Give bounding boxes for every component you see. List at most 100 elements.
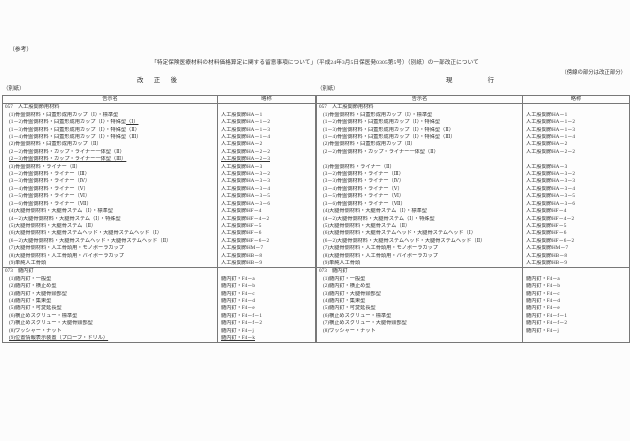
item-name: (1)髄内釘・一般型 [3,275,218,284]
revision-note: （傍線の部分は改正部分） [561,70,626,76]
item-name: (5)髄内釘・可変延長型 [3,305,218,313]
table-row: (9)位置情報表示装置（プローブ・ドリル） 髄内釘・F4－k [3,335,315,343]
item-abbr: 人工股関節HA－3－5 [526,193,575,200]
item-abbr: 人工股関節HA－2－2 [221,148,270,155]
item-name: (3－5)骨盤側材料・ライナー（Ⅵ） [317,193,523,201]
table-row: (4)髄内釘・集束型 髄内釘・F4－d [317,297,629,306]
table-row: (5)髄内釘・可変延長型 髄内釘・F4－e [317,305,629,313]
table-row: (3)髄内釘・大腿骨頸部型 髄内釘・F4－c [317,290,629,298]
item-name: (4)髄内釘・集束型 [3,297,218,306]
table-row: (4－2)大腿骨側材料・大腿骨ステム（Ⅰ）・特殊型 人工股関節HF－4－2 [317,215,629,223]
item-name: (4－2)大腿骨側材料・大腿骨ステム（Ⅰ）・特殊型 [317,215,523,223]
table-header-row: 告示名 略称 [317,96,629,105]
item-name: (6－2)大腿骨側材料・大腿骨ステムヘッド・大腿骨ステムヘッド（Ⅱ） [317,237,523,246]
item-abbr: 人工股関節HF－6 [221,230,262,237]
item-name: (2－2)骨盤側材料・カップ・ライナー一体型（Ⅱ） [317,148,523,157]
section-abbr-cell [218,268,315,275]
table-row: (8)大腿骨側材料・人工骨頭用・バイポーラカップ 人工股関節HB－8 [3,252,315,260]
item-name: (1－4)骨盤側材料・臼蓋形成用カップ（Ⅰ）・特殊型（Ⅲ） [3,134,218,142]
item-abbr [523,156,629,163]
item-abbr: 人工股関節HF－4－2 [526,215,575,222]
item-name: (2)骨盤側材料・臼蓋形成用カップ（Ⅱ） [317,141,523,149]
item-name: (3)髄内釘・大腿骨頸部型 [3,290,218,298]
table-row: (6－2)大腿骨側材料・大腿骨ステムヘッド・大腿骨ステムヘッド（Ⅱ） 人工股関節H… [317,237,629,246]
table-row: (9)単純人工骨頭 人工股関節HB－9 [317,259,629,268]
item-name: (3－3)骨盤側材料・ライナー（Ⅳ） [317,178,523,186]
attachment-label-left: （別紙） [3,86,25,92]
item-name: (9)単純人工骨頭 [317,259,523,268]
table-row: (3－3)骨盤側材料・ライナー（Ⅳ） 人工股関節HA－3－3 [317,178,629,186]
table-row: (3－4)骨盤側材料・ライナー（Ⅴ） 人工股関節HA－3－4 [317,185,629,194]
item-name: (1－3)骨盤側材料・臼蓋形成用カップ（Ⅰ）・特殊型（Ⅱ） [317,126,523,135]
item-abbr: 人工股関節HF－6 [526,230,567,237]
heading-current: 現 行 [446,77,498,84]
item-name: (2－3)骨盤側材料・カップ・ライナー一体型（Ⅲ） [3,156,218,164]
table-row: (7)横止めスクリュー・大腿骨頸部型 髄内釘・F4－f－2 [317,320,629,328]
table-row: (2)髄内釘・横止め型 髄内釘・F4－b [3,283,315,291]
item-name: (3－3)骨盤側材料・ライナー（Ⅳ） [3,178,218,186]
table-row: (1－3)骨盤側材料・臼蓋形成用カップ（Ⅰ）・特殊型（Ⅱ） 人工股関節HA－1－3 [3,126,315,135]
item-name: (8)大腿骨側材料・人工骨頭用・バイポーラカップ [3,252,218,260]
item-abbr: 人工股関節HA－3－2 [526,171,575,178]
table-row: (3－5)骨盤側材料・ライナー（Ⅵ） 人工股関節HA－3－5 [3,193,315,201]
table-row: (1)骨盤側材料・臼蓋形成用カップ（Ⅰ）・標準型 人工股関節HA－1 [317,111,629,120]
item-name: (1)髄内釘・一般型 [317,275,523,284]
item-abbr: 人工股関節HF－6－2 [221,237,270,244]
item-abbr: 人工股関節HA－3－2 [221,171,270,178]
column-header-abbr: 略称 [261,96,272,102]
blank-row [317,156,629,164]
table-row: (8)大腿骨側材料・人工骨頭用・バイポーラカップ 人工股関節HB－8 [317,252,629,260]
item-name: (6)大腿骨側材料・大腿骨ステムヘッド・大腿骨ステムヘッド（Ⅰ） [317,230,523,238]
item-abbr: 人工股関節HF－4 [526,208,567,215]
item-name: (6)横止めスクリュー・標準型 [317,312,523,321]
current-table: 告示名 略称 057 人工股関節用材料 (1)骨盤側材料・臼蓋形成用カップ（Ⅰ）・標準… [316,95,630,344]
table-section: 057 人工股関節用材料 (1)骨盤側材料・臼蓋形成用カップ（Ⅰ）・標準型 人工股関… [317,104,629,268]
table-section: 073 髄内釘 (1)髄内釘・一般型 髄内釘・F4－a (2)髄内釘・横止め型 髄内釘・… [317,267,629,343]
table-row: (1)髄内釘・一般型 髄内釘・F4－a [317,275,629,284]
section-header-row: 057 人工股関節用材料 [317,104,629,112]
item-name: (6－2)大腿骨側材料・大腿骨ステムヘッド・大腿骨ステムヘッド（Ⅱ） [3,237,218,246]
item-abbr: 髄内釘・F4－f－2 [526,320,567,327]
item-abbr: 髄内釘・F4－a [526,275,560,282]
item-abbr: 人工股関節HA－1－4 [526,134,575,141]
blank-row [317,335,629,343]
table-row: (3)骨盤側材料・ライナー（Ⅱ） 人工股関節HA－3 [317,163,629,172]
table-row: (3)骨盤側材料・ライナー（Ⅱ） 人工股関節HA－3 [3,163,315,172]
table-row: (1－2)骨盤側材料・臼蓋形成用カップ（Ⅰ）・特殊型（Ⅰ） 人工股関節HA－1－2 [3,119,315,127]
table-row: (2－2)骨盤側材料・カップ・ライナー一体型（Ⅱ） 人工股関節HA－2－2 [317,148,629,157]
table-row: (3－2)骨盤側材料・ライナー（Ⅲ） 人工股関節HA－3－2 [317,171,629,179]
heading-after-revision: 改 正 後 [137,77,179,84]
item-abbr: 人工股関節HA－3－5 [221,193,270,200]
item-name: (6)大腿骨側材料・大腿骨ステムヘッド・大腿骨ステムヘッド（Ⅰ） [3,230,218,238]
table-row: (3－4)骨盤側材料・ライナー（Ⅴ） 人工股関節HA－3－4 [3,185,315,194]
item-abbr: 人工股関節HM－7 [526,245,569,252]
item-abbr: 人工股関節HA－3－3 [526,178,575,185]
section-header-row: 073 髄内釘 [317,268,629,276]
item-name: (3－6)骨盤側材料・ライナー（Ⅶ） [3,200,218,209]
section-header-row: 073 髄内釘 [3,268,315,276]
item-abbr: 髄内釘・F4－e [221,305,255,312]
attachment-label-right: （別紙） [317,86,339,92]
section-abbr-cell [523,104,629,111]
table-header-row: 告示名 略称 [3,96,315,105]
table-row: (1－3)骨盤側材料・臼蓋形成用カップ（Ⅰ）・特殊型（Ⅱ） 人工股関節HA－1－3 [317,126,629,135]
item-abbr: 人工股関節HA－1－2 [221,119,270,126]
item-abbr: 人工股関節HB－8 [221,252,262,259]
table-row: (6)大腿骨側材料・大腿骨ステムヘッド・大腿骨ステムヘッド（Ⅰ） 人工股関節HF－… [3,230,315,238]
table-row: (1)髄内釘・一般型 髄内釘・F4－a [3,275,315,284]
item-abbr [523,335,629,342]
table-row: (5)大腿骨側材料・大腿骨ステム（Ⅱ） 人工股関節HF－5 [317,222,629,231]
section-abbr-cell [523,268,629,275]
item-abbr: 髄内釘・F4－j [221,327,254,334]
item-name: (3－4)骨盤側材料・ライナー（Ⅴ） [317,185,523,194]
document-title: 「特定保険医療材料の材料価格算定に関する留意事項について」（平成24年3月5日保… [151,60,479,66]
item-abbr: 髄内釘・F4－d [221,297,256,304]
section-code-title: 057 人工股関節用材料 [3,104,218,112]
item-name: (7)大腿骨側材料・人工骨頭用・モノポーラカップ [317,245,523,253]
item-abbr: 髄内釘・F4－c [221,290,255,297]
table-row: (2－2)骨盤側材料・カップ・ライナー一体型（Ⅱ） 人工股関節HA－2－2 [3,148,315,157]
item-abbr: 人工股関節HB－9 [526,259,567,266]
item-abbr: 人工股関節HF－5 [221,222,262,229]
table-row: (3－6)骨盤側材料・ライナー（Ⅶ） 人工股関節HA－3－6 [3,200,315,209]
